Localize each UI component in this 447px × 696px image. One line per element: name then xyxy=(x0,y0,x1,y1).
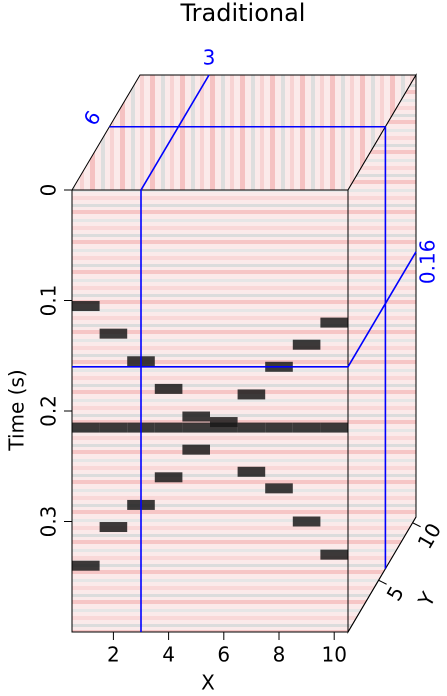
event xyxy=(99,522,128,533)
chart-title: Traditional xyxy=(180,0,306,27)
event xyxy=(320,317,348,328)
y-axis-label: Time (s) xyxy=(5,369,29,451)
event xyxy=(292,422,321,433)
slice-time-label: 0.16 xyxy=(416,240,440,285)
y-tick-label: 0.1 xyxy=(37,285,61,317)
y-tick-label: 0.3 xyxy=(37,506,61,538)
event xyxy=(210,417,238,428)
event xyxy=(72,422,100,433)
depth-tick xyxy=(378,579,387,585)
x-tick-label: 4 xyxy=(162,643,175,667)
slice-x-label: 3 xyxy=(203,46,216,70)
x-tick-label: 8 xyxy=(273,643,286,667)
depth-tick-label: 10 xyxy=(413,519,447,553)
x-tick-label: 2 xyxy=(107,643,120,667)
event xyxy=(292,516,321,527)
event xyxy=(182,444,210,455)
y-tick-label: 0 xyxy=(37,184,61,197)
event xyxy=(154,422,183,433)
depth-tick xyxy=(412,522,421,528)
event xyxy=(265,422,293,433)
event xyxy=(182,422,210,433)
slice-x-top xyxy=(140,74,210,191)
event xyxy=(154,383,183,394)
event xyxy=(237,389,266,400)
event xyxy=(154,472,183,483)
x-axis-label: X xyxy=(201,671,215,695)
event xyxy=(237,422,266,433)
event xyxy=(237,466,266,477)
event xyxy=(320,549,348,560)
depth-axis xyxy=(347,516,417,633)
event xyxy=(292,339,321,350)
slice-depth-label: 6 xyxy=(79,106,106,129)
x-tick-label: 6 xyxy=(217,643,230,667)
event xyxy=(72,560,100,571)
slice-time-side xyxy=(347,251,417,368)
depth-axis-label: Y xyxy=(413,587,441,611)
x-tick-label: 10 xyxy=(321,643,346,667)
event xyxy=(320,422,348,433)
event xyxy=(182,411,210,422)
front-face xyxy=(72,190,348,632)
event xyxy=(265,483,293,494)
events xyxy=(72,301,348,571)
event xyxy=(210,422,238,433)
event xyxy=(99,328,128,339)
event xyxy=(99,422,128,433)
y-tick-label: 0.2 xyxy=(37,395,61,427)
depth-tick-label: 5 xyxy=(382,582,409,605)
event xyxy=(72,301,100,312)
